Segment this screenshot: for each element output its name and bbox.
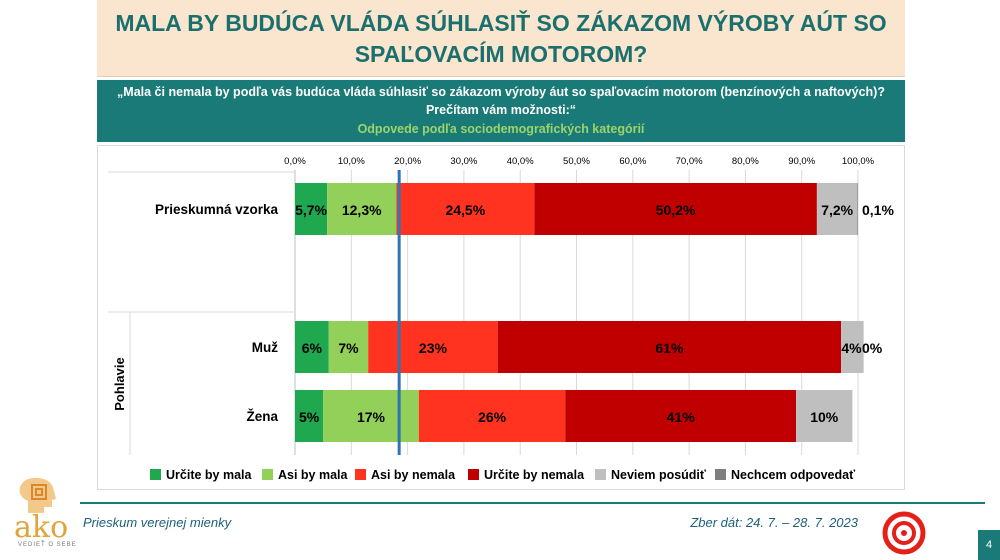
data-label: 26% bbox=[478, 409, 507, 425]
legend-swatch bbox=[595, 469, 606, 480]
legend-label: Určite by nemala bbox=[484, 468, 585, 482]
data-label: 6% bbox=[302, 340, 323, 356]
legend-item-nechcem-odpovedat: Nechcem odpovedať bbox=[715, 468, 855, 482]
bar-segment bbox=[841, 321, 864, 373]
legend-item-asi-by-mala: Asi by mala bbox=[262, 468, 347, 482]
legend-swatch bbox=[355, 469, 366, 480]
category-label: Žena bbox=[246, 409, 278, 424]
bar-segment bbox=[323, 390, 419, 442]
data-label: 41% bbox=[667, 409, 696, 425]
bar-segment bbox=[295, 183, 328, 235]
data-label: 5% bbox=[299, 409, 320, 425]
bar-segment bbox=[295, 321, 329, 373]
x-tick-label: 50,0% bbox=[563, 156, 590, 167]
data-label: 0,1% bbox=[862, 202, 894, 218]
legend-item-urcite-by-nemala: Určite by nemala bbox=[468, 468, 584, 482]
question-banner: „Mala či nemala by podľa vás budúca vlád… bbox=[97, 80, 905, 142]
head-spiral-icon bbox=[19, 477, 56, 513]
category-label: Prieskumná vzorka bbox=[155, 202, 279, 217]
legend-label: Určite by mala bbox=[166, 468, 252, 482]
bar-segment bbox=[796, 390, 853, 442]
footer-left-text: Prieskum verejnej mienky bbox=[83, 515, 232, 530]
x-tick-label: 60,0% bbox=[619, 156, 646, 167]
bar-segment bbox=[328, 321, 369, 373]
question-subtitle: Odpovede podľa sociodemografických kateg… bbox=[357, 122, 645, 136]
bar-segment bbox=[816, 183, 858, 235]
legend-label: Neviem posúdiť bbox=[611, 468, 706, 482]
legend-swatch bbox=[262, 469, 273, 480]
ako-logo bbox=[8, 475, 78, 560]
ako-logo-subtitle: VEDIEŤ O SEBE bbox=[18, 542, 77, 548]
page-number: 4 bbox=[978, 530, 1000, 560]
bar-segment bbox=[565, 390, 797, 442]
legend-item-urcite-by-mala: Určite by mala bbox=[150, 468, 251, 482]
x-tick-label: 0,0% bbox=[284, 156, 306, 167]
legend-swatch bbox=[468, 469, 479, 480]
title-banner: MALA BY BUDÚCA VLÁDA SÚHLASIŤ SO ZÁKAZOM… bbox=[97, 0, 905, 77]
title-line-1: MALA BY BUDÚCA VLÁDA SÚHLASIŤ SO ZÁKAZOM… bbox=[115, 10, 887, 36]
legend-label: Asi by nemala bbox=[371, 468, 456, 482]
x-tick-label: 70,0% bbox=[676, 156, 703, 167]
data-label: 5,7% bbox=[295, 202, 327, 218]
brand-ring-icon bbox=[882, 511, 926, 555]
legend-item-neviem-posudit: Neviem posúdiť bbox=[595, 468, 706, 482]
footer-date-text: Zber dát: 24. 7. – 28. 7. 2023 bbox=[690, 515, 858, 530]
data-label: 0% bbox=[862, 340, 883, 356]
x-tick-label: 10,0% bbox=[338, 156, 365, 167]
data-label: 23% bbox=[419, 340, 448, 356]
legend-swatch bbox=[715, 469, 726, 480]
bar-segment bbox=[857, 183, 858, 235]
data-label: 7,2% bbox=[821, 202, 853, 218]
group-label: Pohlavie bbox=[112, 357, 127, 410]
legend-item-asi-by-nemala: Asi by nemala bbox=[355, 468, 455, 482]
bar-segment bbox=[396, 183, 535, 235]
ako-logo-text: ako bbox=[14, 510, 69, 545]
x-tick-label: 30,0% bbox=[450, 156, 477, 167]
x-tick-label: 80,0% bbox=[732, 156, 759, 167]
x-tick-label: 90,0% bbox=[788, 156, 815, 167]
bar-segment bbox=[295, 390, 324, 442]
title-line-2: SPAĽOVACÍM MOTOROM? bbox=[354, 41, 648, 67]
legend-label: Nechcem odpovedať bbox=[731, 468, 856, 482]
bar-segment bbox=[534, 183, 817, 235]
data-label: 24,5% bbox=[445, 202, 485, 218]
bar-segment bbox=[368, 321, 498, 373]
data-label: 50,2% bbox=[656, 202, 696, 218]
footer-divider bbox=[80, 502, 985, 504]
x-tick-label: 40,0% bbox=[507, 156, 534, 167]
question-line-2: Prečítam vám možnosti:“ bbox=[425, 103, 577, 117]
bar-segment bbox=[497, 321, 842, 373]
data-label: 61% bbox=[655, 340, 684, 356]
data-label: 4% bbox=[841, 340, 862, 356]
legend-label: Asi by mala bbox=[278, 468, 348, 482]
bar-segment bbox=[327, 183, 397, 235]
x-tick-label: 20,0% bbox=[394, 156, 421, 167]
bar-segment bbox=[418, 390, 566, 442]
question-line-1: „Mala či nemala by podľa vás budúca vlád… bbox=[117, 85, 885, 99]
category-label: Muž bbox=[252, 340, 278, 355]
data-label: 7% bbox=[338, 340, 359, 356]
data-label: 12,3% bbox=[342, 202, 382, 218]
data-label: 10% bbox=[810, 409, 839, 425]
x-tick-label: 100,0% bbox=[842, 156, 875, 167]
legend-swatch bbox=[150, 469, 161, 480]
stacked-bar-chart: 0,0% 10,0% 20,0% 30,0% 40,0% 50,0% 60,0% 70,0% 8… bbox=[108, 156, 894, 455]
data-label: 17% bbox=[357, 409, 386, 425]
